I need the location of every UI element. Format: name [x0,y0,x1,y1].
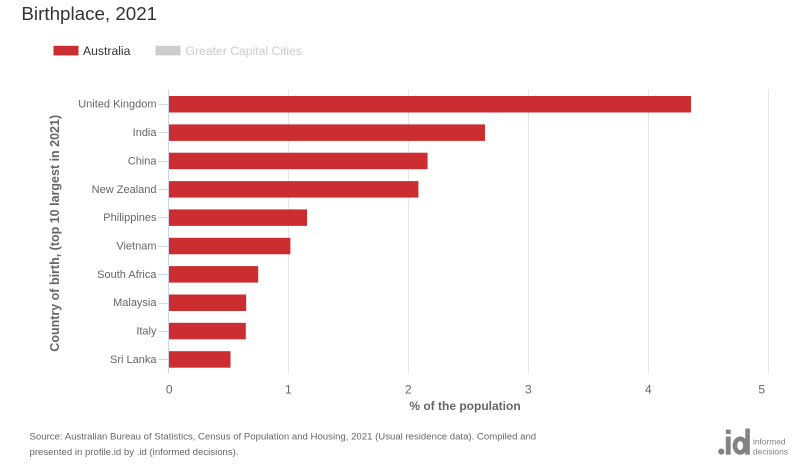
svg-text:India: India [133,127,158,139]
svg-text:Country of birth, (top 10 larg: Country of birth, (top 10 largest in 202… [48,115,62,352]
svg-text:New Zealand: New Zealand [92,184,157,196]
svg-text:decisions: decisions [753,447,788,457]
svg-text:Italy: Italy [136,326,157,338]
svg-text:% of the population: % of the population [409,399,520,413]
svg-text:presented in profile.id by .id: presented in profile.id by .id (informed… [30,447,239,458]
svg-text:Australia: Australia [83,44,131,58]
svg-text:Birthplace, 2021: Birthplace, 2021 [21,3,157,24]
svg-text:China: China [128,155,158,167]
svg-text:Vietnam: Vietnam [116,241,156,253]
svg-text:informed: informed [753,436,786,446]
svg-text:Greater Capital Cities: Greater Capital Cities [186,44,303,58]
svg-text:Source: Australian Bureau of S: Source: Australian Bureau of Statistics,… [30,431,537,442]
svg-text:0: 0 [166,383,173,397]
svg-text:South Africa: South Africa [97,269,157,281]
svg-text:2: 2 [405,383,412,397]
svg-text:3: 3 [525,383,532,397]
svg-text:Philippines: Philippines [103,212,157,224]
svg-text:United Kingdom: United Kingdom [78,99,156,111]
svg-text:Malaysia: Malaysia [113,297,157,309]
svg-text:4: 4 [645,383,652,397]
svg-text:Sri Lanka: Sri Lanka [110,354,157,366]
svg-text:5: 5 [758,383,765,397]
svg-text:1: 1 [285,383,292,397]
